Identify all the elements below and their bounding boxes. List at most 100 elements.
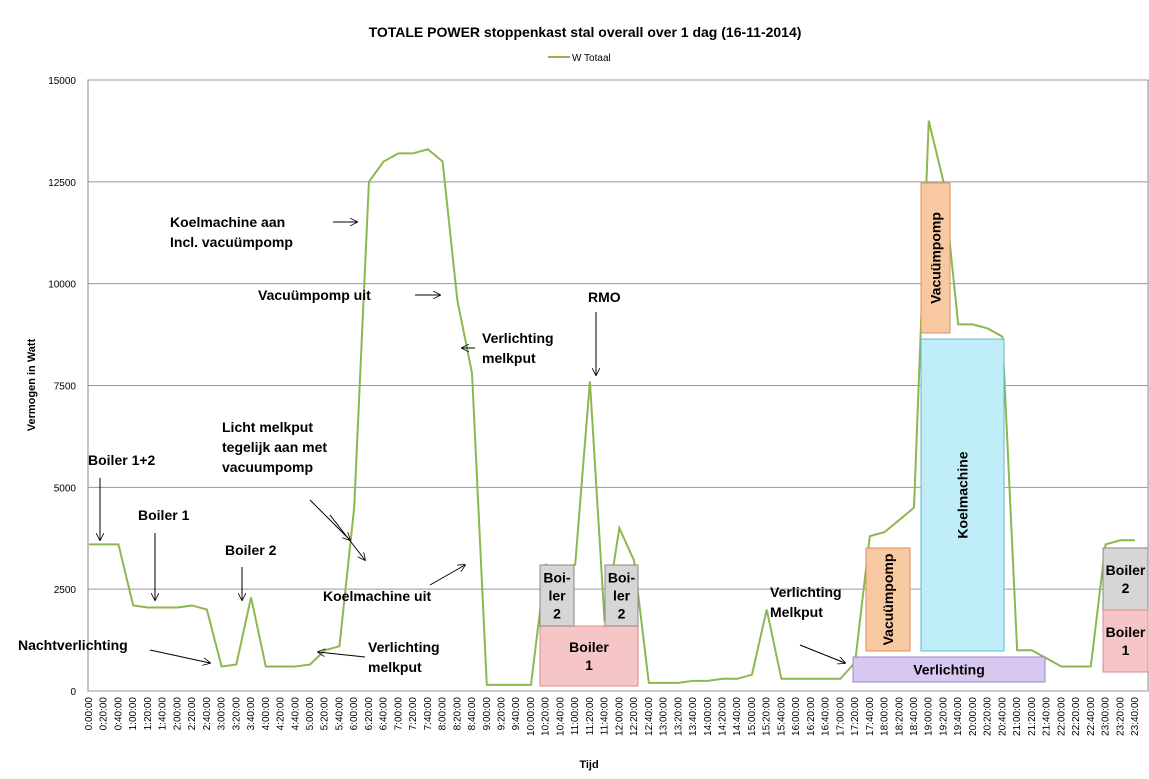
y-tick-label: 12500 — [48, 178, 76, 189]
y-tick-label: 7500 — [54, 382, 77, 393]
x-tick-label: 11:40:00 — [600, 697, 611, 736]
annotation-arrow — [318, 652, 366, 658]
x-tick-label: 11:20:00 — [585, 697, 596, 736]
annotation-arrow — [799, 644, 845, 663]
annotation-box — [920, 182, 951, 334]
box-label: ler — [548, 588, 566, 604]
x-tick-label: 14:40:00 — [732, 697, 743, 736]
x-tick-label: 1:00:00 — [128, 697, 139, 731]
box-label: 2 — [553, 606, 561, 622]
x-tick-label: 3:00:00 — [217, 697, 228, 731]
x-tick-label: 20:20:00 — [983, 697, 994, 736]
box-label: ler — [613, 588, 631, 604]
x-tick-label: 8:40:00 — [467, 697, 478, 731]
x-tick-label: 23:40:00 — [1130, 697, 1141, 736]
x-tick-label: 5:40:00 — [334, 697, 345, 731]
x-tick-label: 1:40:00 — [158, 697, 169, 731]
y-tick-label: 0 — [70, 687, 76, 698]
annotation: Licht melkput — [222, 419, 313, 435]
x-tick-label: 0:20:00 — [99, 697, 110, 731]
legend-label: W Totaal — [572, 53, 611, 64]
box-label: Boi- — [608, 570, 636, 586]
x-tick-label: 2:00:00 — [172, 697, 183, 731]
box-label: Boiler — [1106, 624, 1146, 640]
x-tick-label: 18:00:00 — [880, 697, 891, 736]
box-label: Vacuümpomp — [928, 212, 944, 304]
y-tick-label: 10000 — [48, 280, 76, 291]
x-tick-label: 19:00:00 — [924, 697, 935, 736]
x-tick-label: 18:20:00 — [894, 697, 905, 736]
x-tick-label: 20:40:00 — [997, 697, 1008, 736]
x-tick-label: 15:20:00 — [762, 697, 773, 736]
annotation-arrow — [149, 649, 210, 663]
x-tick-label: 10:40:00 — [555, 697, 566, 736]
x-tick-label: 17:20:00 — [850, 697, 861, 736]
x-tick-label: 9:20:00 — [497, 697, 508, 731]
x-tick-label: 12:20:00 — [629, 697, 640, 736]
box-label: Boiler — [569, 639, 609, 655]
annotation-box — [539, 625, 639, 687]
x-tick-label: 16:00:00 — [791, 697, 802, 736]
annotation: Verlichting — [770, 584, 842, 600]
annotation: tegelijk aan met — [222, 439, 327, 455]
x-tick-label: 22:20:00 — [1071, 697, 1082, 736]
annotation-arrow — [329, 514, 365, 560]
annotation: Verlichting — [482, 330, 554, 346]
box-label: 2 — [618, 606, 626, 622]
x-tick-label: 13:00:00 — [659, 697, 670, 736]
x-tick-label: 19:40:00 — [953, 697, 964, 736]
annotation: Koelmachine aan — [170, 214, 285, 230]
annotation: Koelmachine uit — [323, 588, 431, 604]
x-tick-label: 4:00:00 — [261, 697, 272, 731]
x-tick-label: 2:20:00 — [187, 697, 198, 731]
annotation: Boiler 1+2 — [88, 452, 156, 468]
x-tick-label: 2:40:00 — [202, 697, 213, 731]
x-tick-label: 5:00:00 — [305, 697, 316, 731]
annotation: vacuumpomp — [222, 459, 313, 475]
annotation: Nachtverlichting — [18, 637, 128, 653]
annotation-box — [539, 564, 575, 627]
x-tick-label: 15:40:00 — [776, 697, 787, 736]
annotation: Vacuümpomp uit — [258, 287, 371, 303]
box-label: 2 — [1122, 580, 1130, 596]
annotation-box — [604, 564, 639, 627]
x-tick-label: 12:00:00 — [614, 697, 625, 736]
x-tick-label: 0:00:00 — [84, 697, 95, 731]
x-tick-label: 1:20:00 — [143, 697, 154, 731]
annotation-box — [1102, 609, 1149, 673]
x-axis-title: Tijd — [579, 759, 598, 771]
x-tick-label: 6:20:00 — [364, 697, 375, 731]
annotation: Boiler 2 — [225, 542, 277, 558]
x-tick-label: 12:40:00 — [644, 697, 655, 736]
annotation: Verlichting — [368, 639, 440, 655]
box-label: Boiler — [1106, 562, 1146, 578]
annotation: Incl. vacuümpomp — [170, 234, 293, 250]
x-tick-label: 21:00:00 — [1012, 697, 1023, 736]
annotation-arrow — [429, 565, 465, 586]
x-tick-label: 9:40:00 — [511, 697, 522, 731]
x-tick-label: 8:00:00 — [438, 697, 449, 731]
box-label: 1 — [1122, 642, 1130, 658]
x-tick-label: 11:00:00 — [570, 697, 581, 736]
x-tick-label: 21:20:00 — [1027, 697, 1038, 736]
x-tick-label: 3:20:00 — [231, 697, 242, 731]
annotation-box — [865, 547, 911, 652]
x-tick-label: 23:00:00 — [1101, 697, 1112, 736]
x-tick-label: 3:40:00 — [246, 697, 257, 731]
x-tick-label: 8:20:00 — [452, 697, 463, 731]
annotation-box — [852, 656, 1046, 683]
chart-title: TOTALE POWER stoppenkast stal overall ov… — [369, 24, 802, 40]
x-tick-label: 16:20:00 — [806, 697, 817, 736]
x-tick-label: 9:00:00 — [482, 697, 493, 731]
x-tick-label: 14:00:00 — [703, 697, 714, 736]
box-label: Vacuümpomp — [880, 554, 896, 646]
x-tick-label: 0:40:00 — [113, 697, 124, 731]
x-tick-label: 14:20:00 — [717, 697, 728, 736]
x-tick-label: 10:20:00 — [541, 697, 552, 736]
x-tick-label: 4:20:00 — [276, 697, 287, 731]
x-tick-label: 10:00:00 — [526, 697, 537, 736]
annotation-box — [1102, 547, 1149, 611]
x-tick-label: 19:20:00 — [938, 697, 949, 736]
annotation-arrow — [309, 499, 350, 540]
x-tick-label: 20:00:00 — [968, 697, 979, 736]
